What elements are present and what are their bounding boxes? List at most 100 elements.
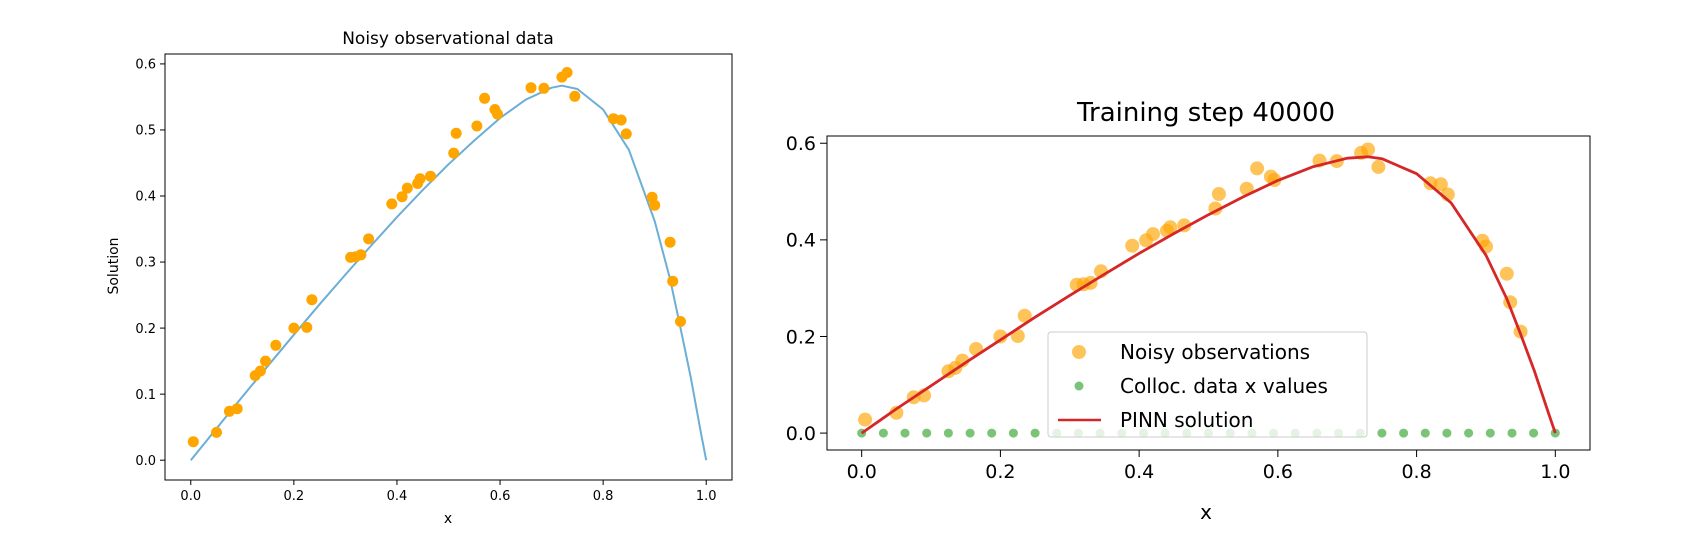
- left-chart-title: Noisy observational data: [342, 29, 554, 49]
- y-tick-label: 0.1: [135, 388, 156, 403]
- observation-point: [386, 198, 398, 210]
- noisy-observation-point: [1125, 238, 1140, 253]
- solution-curve: [190, 84, 708, 461]
- colloc-point: [965, 428, 975, 438]
- observation-point: [187, 436, 199, 448]
- y-tick-label: 0.4: [786, 230, 816, 252]
- noisy-observation-point: [858, 412, 873, 427]
- colloc-point: [1507, 428, 1517, 438]
- left-chart-ylabel: Solution: [106, 237, 122, 294]
- y-tick-label: 0.3: [135, 256, 156, 271]
- x-tick-label: 0.4: [1124, 461, 1154, 483]
- observation-point: [492, 108, 503, 120]
- noisy-observation-point: [1250, 161, 1265, 176]
- colloc-point: [1442, 428, 1452, 438]
- colloc-point: [900, 428, 910, 438]
- noisy-observation-point: [1499, 266, 1514, 281]
- observation-point: [569, 90, 581, 102]
- observation-point: [425, 170, 436, 182]
- colloc-point: [987, 428, 997, 438]
- right-chart-curve-layer: [860, 155, 1557, 435]
- noisy-observation-point: [1361, 142, 1375, 157]
- noisy-observation-point: [1146, 227, 1160, 242]
- y-tick-label: 0.0: [135, 454, 156, 469]
- left-chart: Noisy observational data Solution x 0.0 0…: [106, 29, 733, 527]
- x-tick-label: 0.2: [985, 461, 1015, 483]
- right-chart-xlabel: x: [1200, 500, 1212, 524]
- x-tick-label: 0.8: [593, 489, 614, 504]
- colloc-point: [1030, 428, 1040, 438]
- left-chart-xlabel: x: [444, 511, 452, 527]
- observation-point: [471, 120, 483, 132]
- noisy-observation-point: [1433, 177, 1448, 192]
- y-tick-label: 0.0: [786, 423, 816, 445]
- colloc-point: [878, 428, 888, 438]
- observation-point: [448, 147, 460, 159]
- colloc-point: [1420, 428, 1430, 438]
- right-chart-x-ticks: 0.0 0.2 0.4 0.6 0.8 1.0: [847, 450, 1570, 483]
- legend-marker-observations: [1072, 345, 1086, 359]
- y-tick-label: 0.2: [786, 326, 816, 348]
- observation-point: [664, 236, 676, 248]
- left-chart-x-ticks: 0.0 0.2 0.4 0.6 0.8 1.0: [180, 480, 717, 504]
- observation-point: [301, 321, 313, 333]
- x-tick-label: 1.0: [1540, 461, 1570, 483]
- noisy-observation-point: [1211, 187, 1226, 201]
- legend-label-colloc: Colloc. data x values: [1120, 374, 1328, 398]
- left-chart-y-ticks: 0.0 0.1 0.2 0.3 0.4 0.5 0.6: [135, 58, 165, 469]
- observation-point: [396, 191, 408, 203]
- colloc-point: [922, 428, 932, 438]
- legend-box: [1047, 331, 1368, 438]
- legend-marker-colloc: [1074, 381, 1084, 391]
- x-tick-label: 0.2: [284, 489, 305, 504]
- colloc-point: [1008, 428, 1018, 438]
- left-chart-points-layer: [187, 67, 686, 448]
- colloc-point: [1399, 428, 1409, 438]
- observation-point: [538, 82, 550, 94]
- x-tick-label: 0.6: [490, 489, 511, 504]
- colloc-point: [1464, 428, 1474, 438]
- colloc-point: [1529, 428, 1539, 438]
- observation-point: [306, 294, 318, 306]
- colloc-point: [1377, 428, 1387, 438]
- x-tick-label: 0.6: [1263, 461, 1293, 483]
- y-tick-label: 0.6: [135, 58, 156, 73]
- observation-point: [675, 316, 686, 327]
- x-tick-label: 0.4: [387, 489, 408, 504]
- observation-point: [260, 355, 271, 367]
- observation-point: [620, 128, 632, 140]
- observation-point: [561, 67, 573, 78]
- pinn-solution-curve: [860, 155, 1557, 435]
- colloc-point: [1485, 428, 1495, 438]
- observation-point: [231, 403, 243, 415]
- observation-point: [288, 322, 300, 334]
- y-tick-label: 0.5: [135, 124, 156, 139]
- y-tick-label: 0.2: [135, 322, 156, 337]
- noisy-observation-point: [1010, 329, 1025, 343]
- observation-point: [450, 127, 462, 139]
- noisy-observation-point: [1371, 159, 1386, 174]
- noisy-observation-point: [993, 329, 1008, 344]
- observation-point: [363, 233, 375, 245]
- observation-point: [649, 199, 661, 211]
- x-tick-label: 0.0: [847, 461, 877, 483]
- left-chart-curve-layer: [190, 84, 708, 461]
- x-tick-label: 0.8: [1401, 461, 1431, 483]
- observation-point: [525, 82, 537, 94]
- legend-label-observations: Noisy observations: [1120, 340, 1310, 364]
- observation-point: [211, 426, 222, 438]
- legend-label-pinn: PINN solution: [1120, 408, 1253, 432]
- observation-point: [355, 249, 367, 261]
- observation-point: [254, 365, 266, 377]
- right-chart: Training step 40000 x 0.0 0.2 0.4 0.6 0.8 1.0…: [786, 98, 1591, 524]
- right-chart-frame: [826, 135, 1591, 451]
- observation-point: [270, 339, 282, 351]
- right-chart-title: Training step 40000: [1076, 98, 1335, 128]
- observation-point: [414, 173, 426, 185]
- noisy-observation-point: [1163, 220, 1178, 235]
- noisy-observation-point: [889, 405, 904, 420]
- y-tick-label: 0.4: [135, 190, 156, 205]
- noisy-observation-point: [1017, 308, 1032, 323]
- observation-point: [667, 275, 679, 287]
